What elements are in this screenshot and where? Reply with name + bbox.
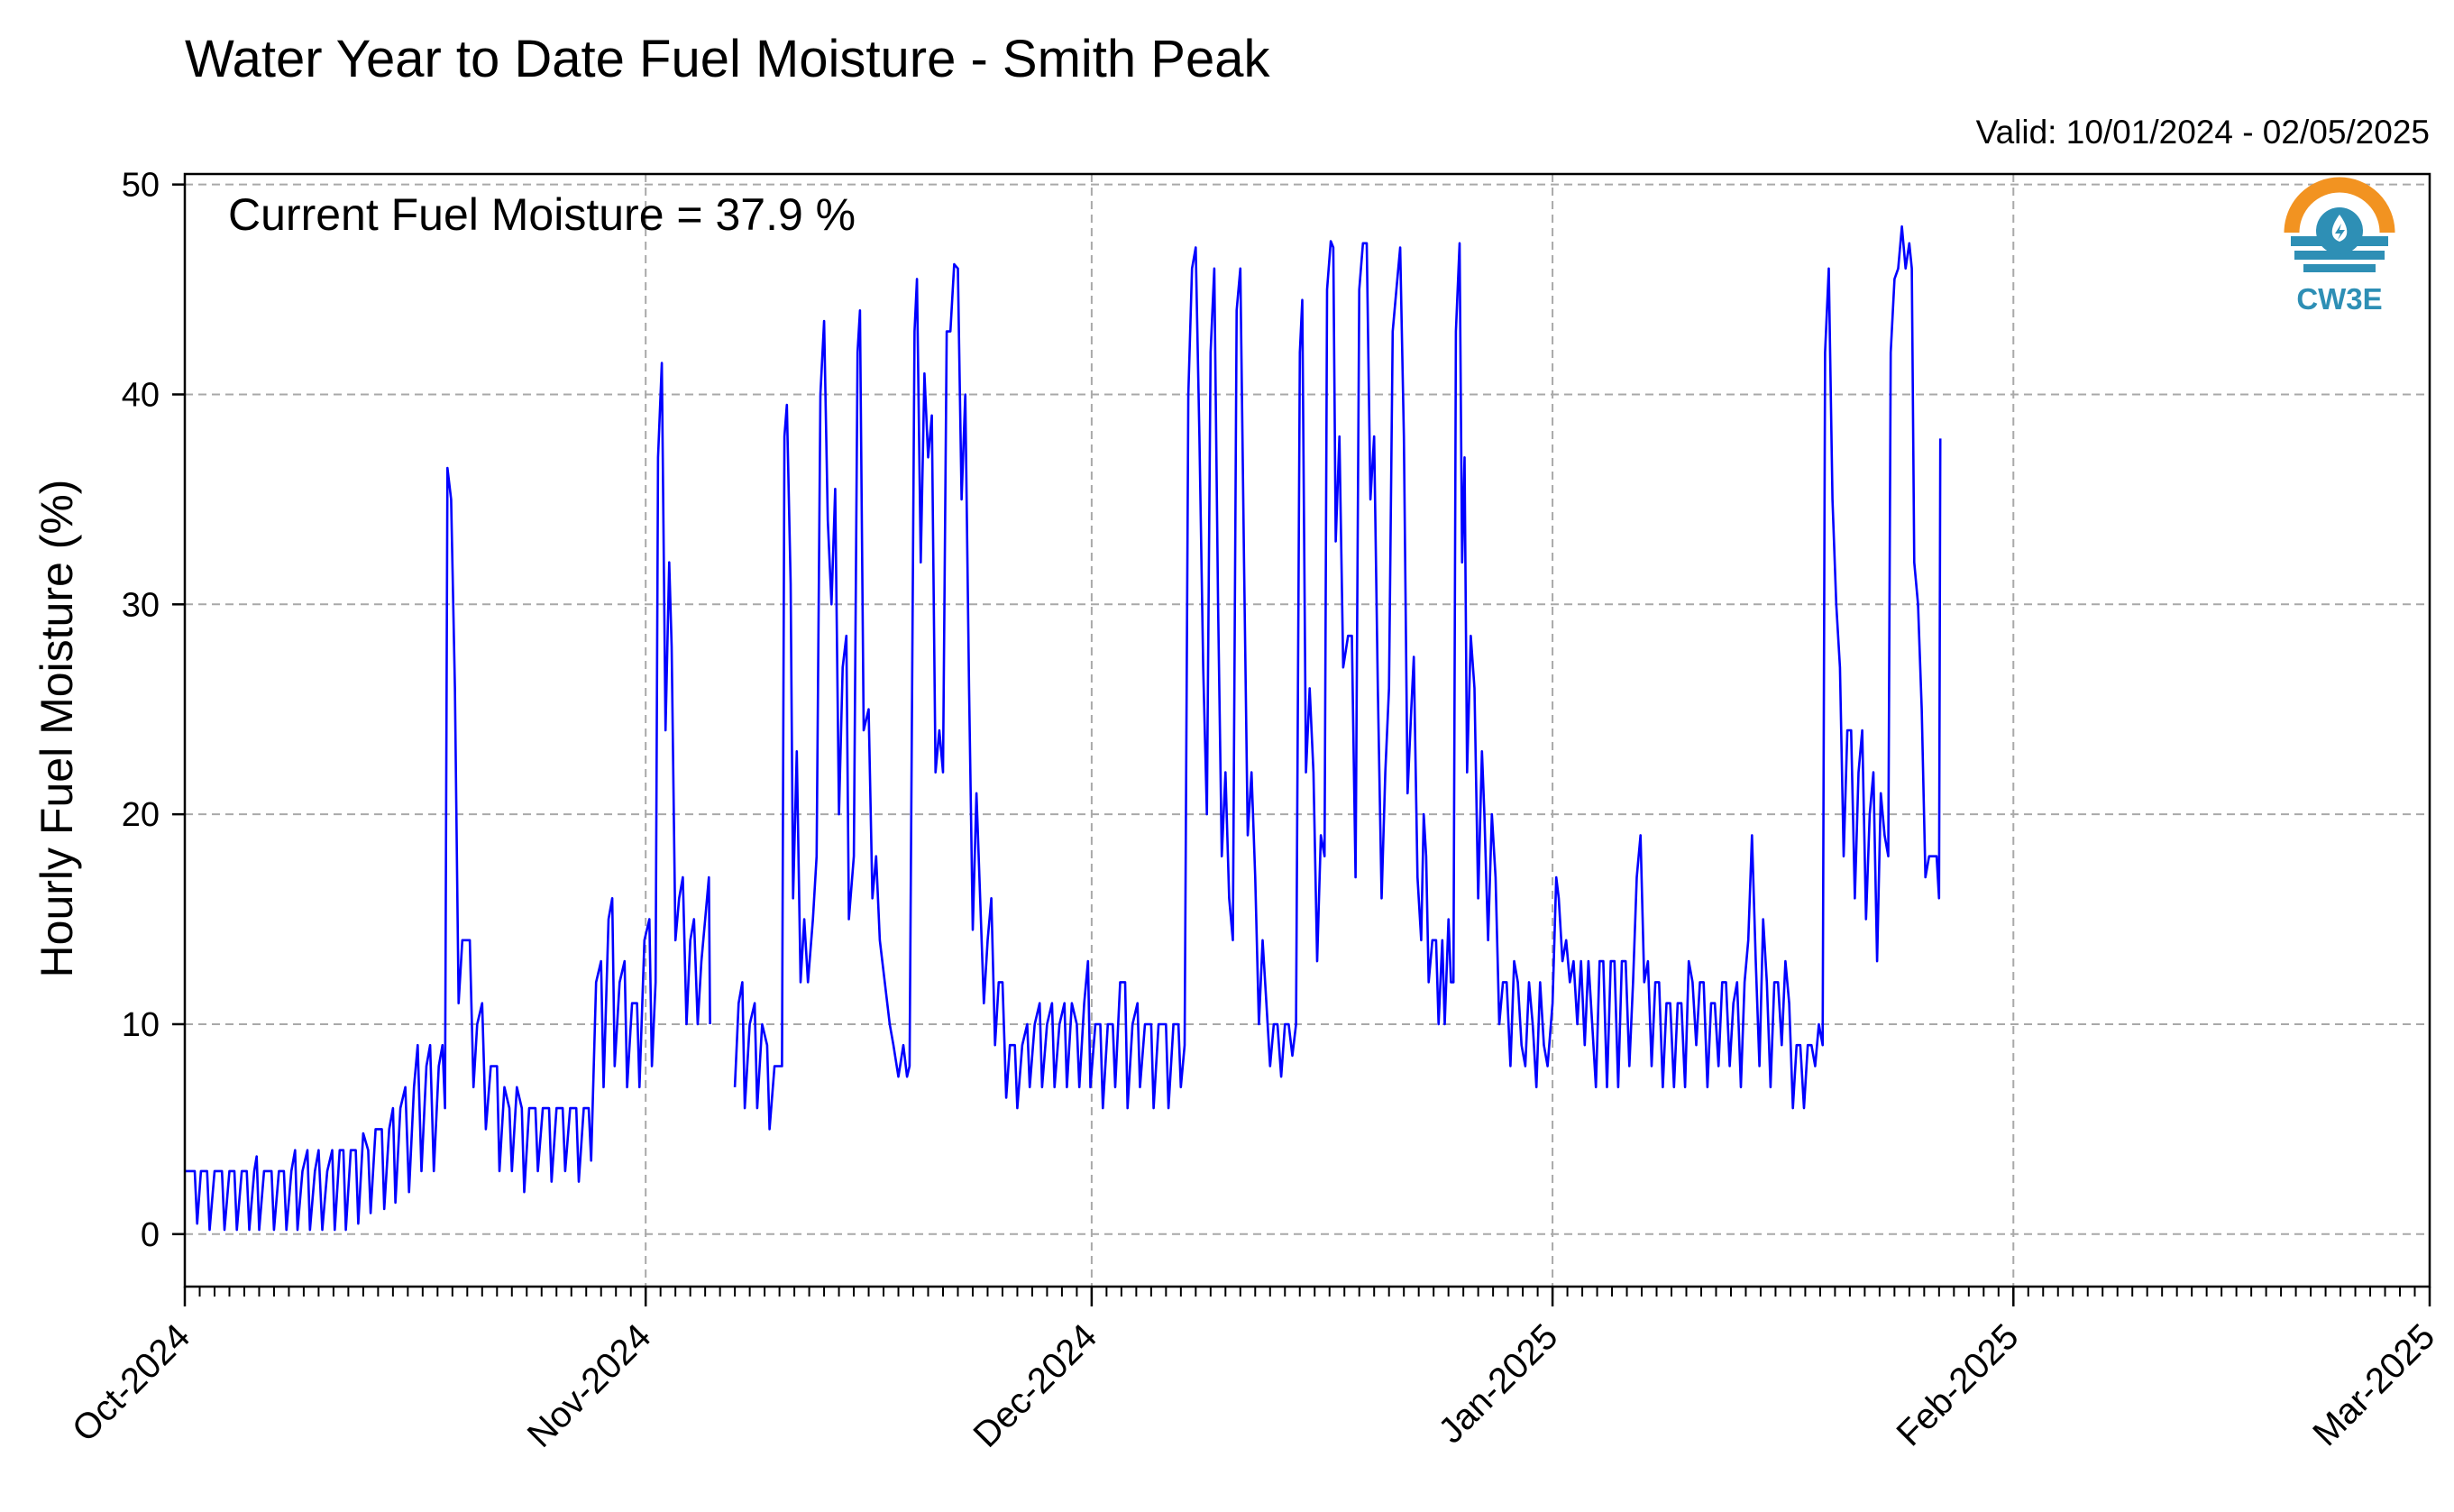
cw3e-logo: CW3E xyxy=(2284,177,2395,316)
water-drop-sun-icon xyxy=(2284,177,2395,272)
y-axis-label: Hourly Fuel Moisture (%) xyxy=(32,480,82,978)
y-tick-label: 50 xyxy=(122,167,160,205)
x-tick-label: Oct-2024 xyxy=(65,1316,197,1449)
cw3e-logo-text: CW3E xyxy=(2296,282,2382,316)
plot-frame xyxy=(183,172,2431,1288)
current-fuel-moisture-annotation: Current Fuel Moisture = 37.9 % xyxy=(228,189,856,240)
y-tick-label: 10 xyxy=(122,1006,160,1044)
fuel-moisture-series-line xyxy=(733,225,1942,1131)
y-tick-label: 40 xyxy=(122,376,160,414)
y-tick-label: 0 xyxy=(141,1216,160,1254)
fuel-moisture-series-line xyxy=(185,362,711,1232)
x-tick-label: Dec-2024 xyxy=(966,1316,1105,1455)
series-layer xyxy=(185,225,1942,1232)
x-tick-label: Jan-2025 xyxy=(1431,1316,1565,1451)
x-tick-label: Mar-2025 xyxy=(2305,1316,2442,1453)
chart-title: Water Year to Date Fuel Moisture - Smith… xyxy=(185,30,1270,88)
valid-date-range: Valid: 10/01/2024 - 02/05/2025 xyxy=(1975,114,2430,151)
x-tick-label: Feb-2025 xyxy=(1889,1316,2026,1453)
y-tick-label: 30 xyxy=(122,586,160,624)
x-tick-label: Nov-2024 xyxy=(520,1316,659,1455)
y-tick-label: 20 xyxy=(122,796,160,834)
